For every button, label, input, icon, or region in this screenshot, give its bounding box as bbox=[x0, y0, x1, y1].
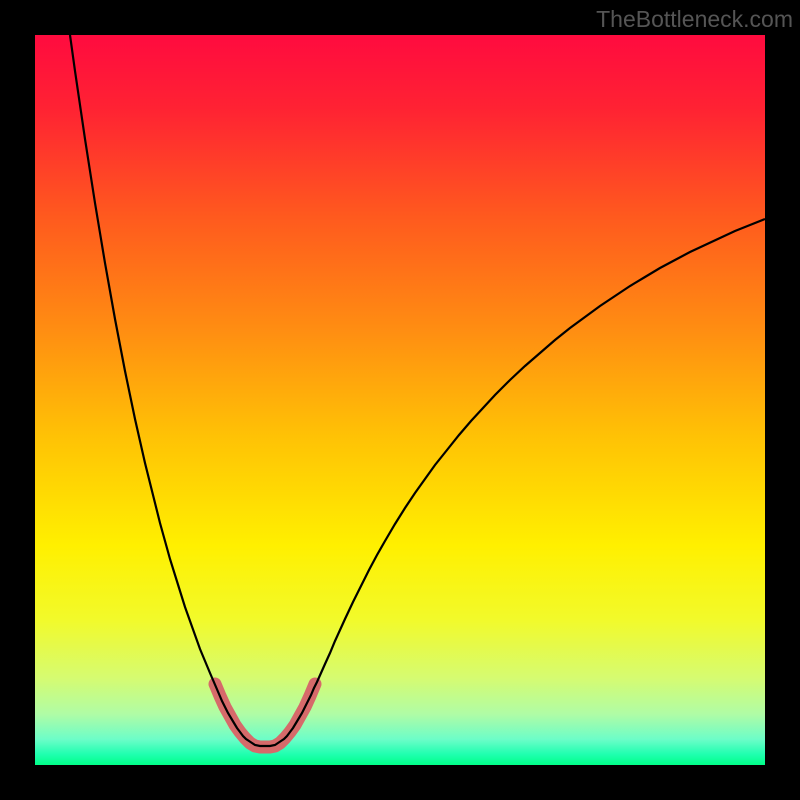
curve-layer bbox=[35, 35, 765, 765]
bottleneck-curve bbox=[70, 35, 765, 746]
chart-frame: TheBottleneck.com bbox=[0, 0, 800, 800]
watermark-text: TheBottleneck.com bbox=[596, 6, 793, 33]
plot-area bbox=[35, 35, 765, 765]
